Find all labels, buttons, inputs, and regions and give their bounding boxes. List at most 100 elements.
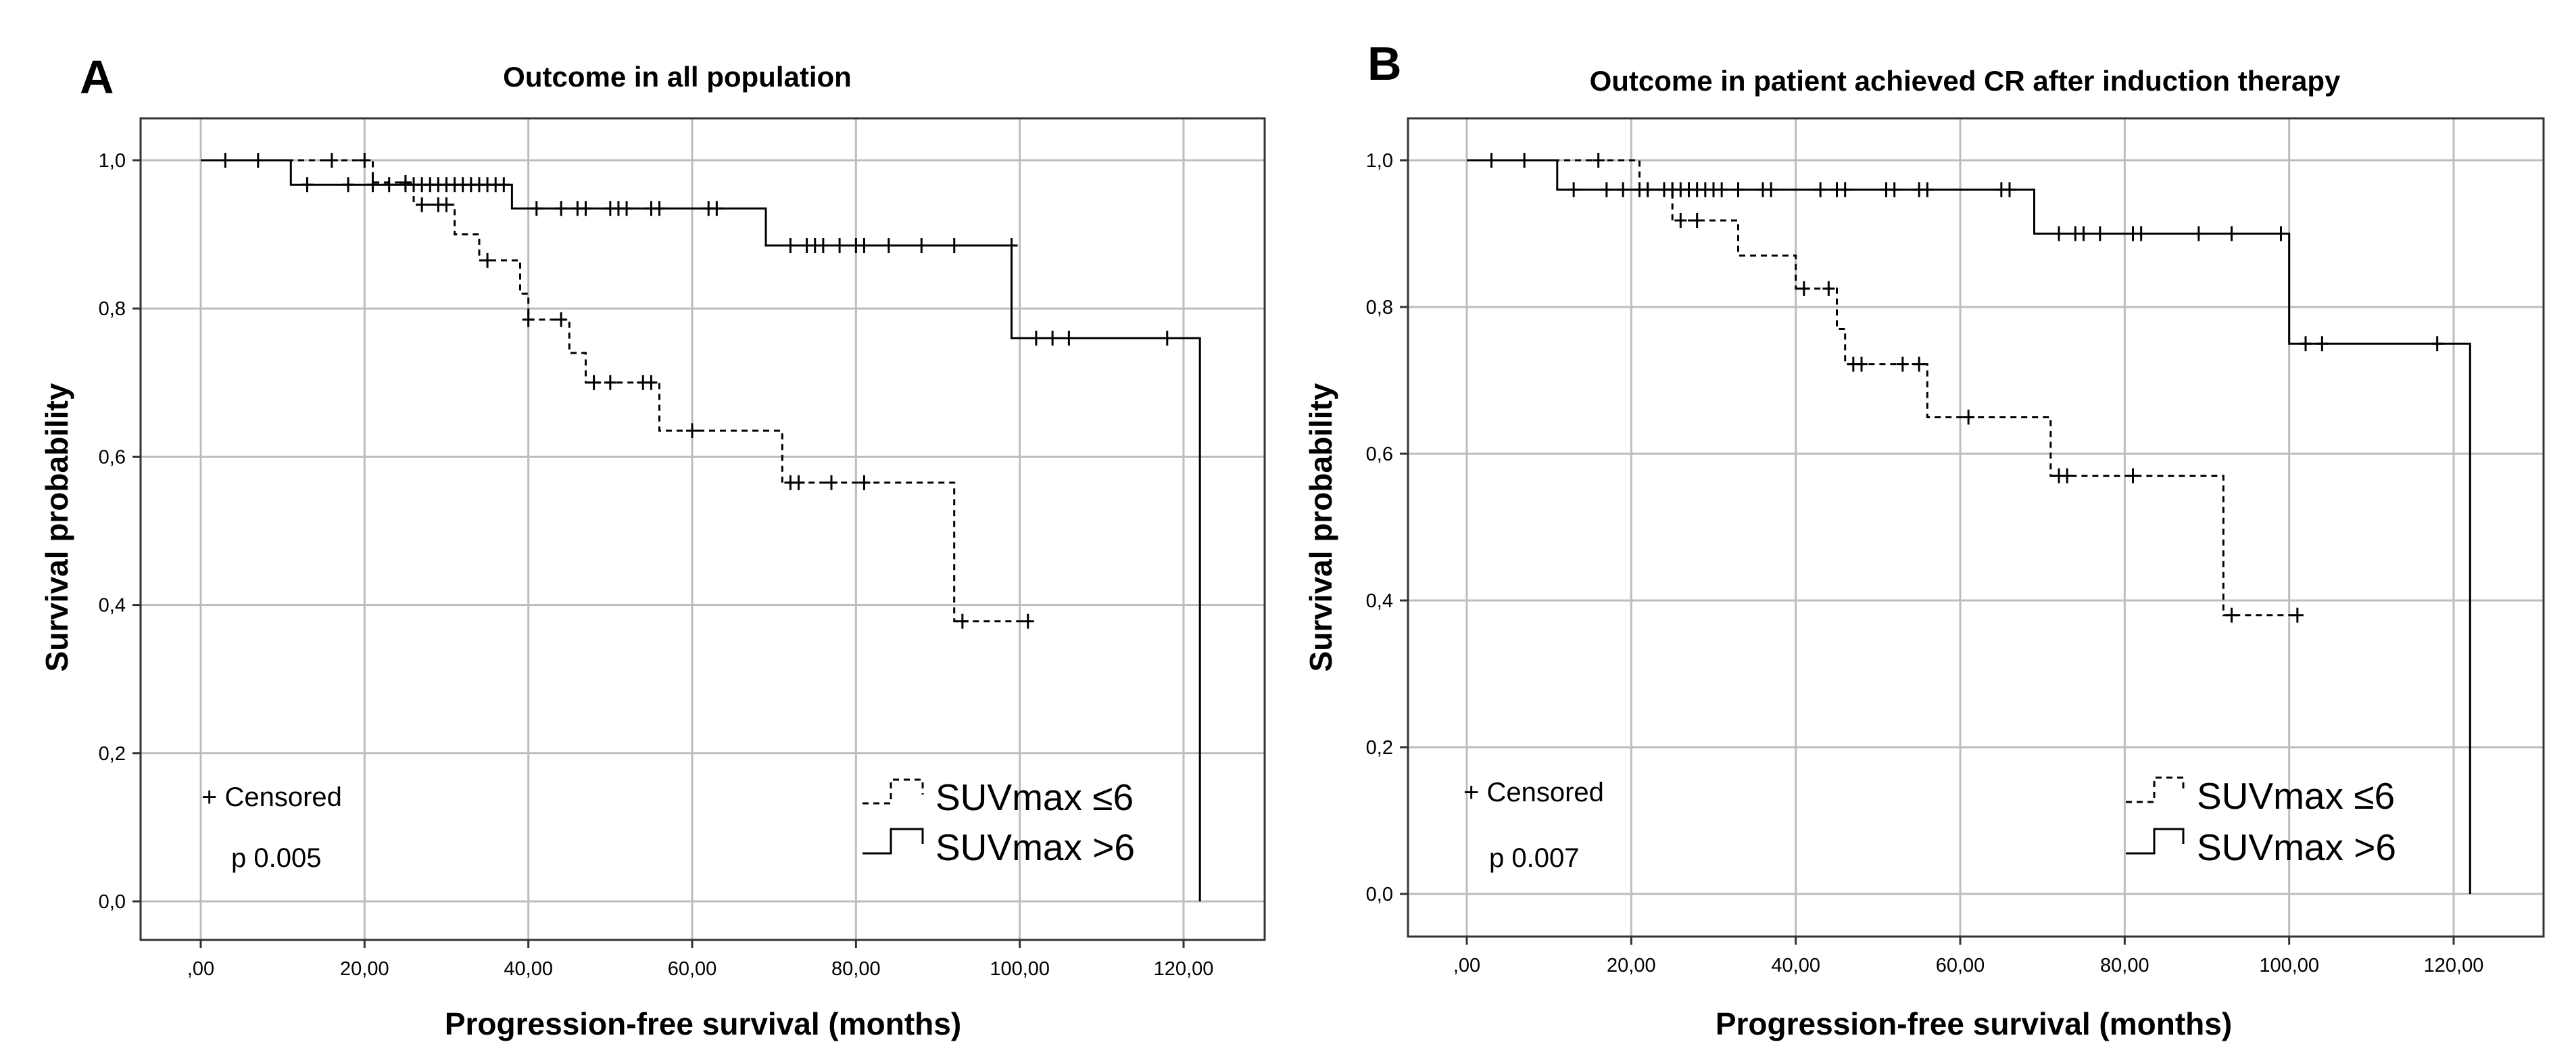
censor-mark: [325, 153, 338, 168]
chart-title: Outcome in patient achieved CR after ind…: [1590, 65, 2341, 97]
censor-mark: [2061, 468, 2074, 483]
x-tick-label: 80,00: [831, 958, 881, 980]
censor-mark: [653, 201, 666, 216]
x-tick-label: 20,00: [1607, 955, 1656, 976]
censor-mark: [1896, 356, 1909, 372]
km-curve-solid: [1467, 159, 2471, 894]
x-tick-label: 60,00: [1936, 955, 1985, 976]
km-chart-b: B Outcome in patient achieved CR after i…: [1303, 37, 2545, 1041]
km-panel-b: B Outcome in patient achieved CR after i…: [1288, 0, 2575, 1063]
censor-mark: [383, 177, 395, 193]
censor-mark: [1888, 182, 1901, 197]
legend-swatch-solid: [2126, 828, 2185, 855]
axis-ticks: ,00 20,00 40,00 60,00 80,00 100,00 120,00 0,0 0,…: [99, 150, 1214, 980]
legend-swatch-dashed: [862, 778, 924, 805]
censor-mark: [1005, 238, 1018, 254]
legend: SUVmax ≤6 SUVmax >6: [2126, 775, 2396, 868]
censor-mark: [1962, 409, 1975, 425]
censor-mark: [2275, 226, 2287, 241]
censor-mark: [481, 252, 494, 268]
censor-mark: [366, 177, 379, 193]
censor-mark: [1029, 331, 1042, 346]
x-tick-label: 40,00: [504, 958, 553, 980]
y-tick-label: 0,0: [99, 891, 126, 913]
x-tick-label: 100,00: [990, 958, 1050, 980]
censor-mark: [1797, 281, 1810, 296]
x-axis-title: Progression-free survival (months): [1716, 1006, 2232, 1041]
y-tick-label: 0,6: [99, 446, 126, 468]
censor-mark: [2225, 607, 2238, 623]
censor-mark: [2300, 336, 2312, 352]
x-tick-label: ,00: [1453, 955, 1480, 976]
km-panel-a: A Outcome in all population ,00 20,00 40,0…: [39, 51, 1266, 1041]
y-tick-label: 1,0: [1366, 150, 1393, 172]
legend: SUVmax ≤6 SUVmax >6: [862, 776, 1135, 868]
km-curve-dashed: [201, 159, 1028, 623]
y-tick-label: 0,4: [1366, 590, 1393, 612]
censor-mark: [358, 153, 371, 168]
p-value: p 0.007: [1489, 843, 1579, 873]
km-chart-a: A Outcome in all population ,00 20,00 40,0…: [39, 51, 1266, 1041]
censor-mark: [342, 177, 355, 193]
censor-mark: [1839, 182, 1851, 197]
censor-mark: [1913, 356, 1926, 372]
censor-mark: [915, 238, 928, 254]
censor-mark: [817, 238, 829, 254]
censor-mark: [1855, 356, 1868, 372]
censor-mark: [1617, 182, 1630, 197]
censor-mark: [416, 197, 429, 212]
censor-mark: [645, 375, 658, 390]
censor-mark: [792, 475, 805, 490]
legend-swatch-solid: [862, 828, 924, 855]
censor-mark: [1814, 182, 1827, 197]
censor-mark: [1732, 182, 1745, 197]
censor-mark: [2135, 226, 2147, 241]
x-tick-label: 40,00: [1771, 955, 1820, 976]
censor-mark: [1063, 331, 1075, 346]
censor-mark: [1021, 613, 1034, 629]
censor-mark: [440, 197, 453, 212]
censor-mark: [579, 201, 592, 216]
censor-mark: [251, 153, 264, 168]
y-tick-label: 0,4: [99, 595, 126, 617]
censor-mark: [858, 238, 871, 254]
censor-marks: [219, 153, 1173, 629]
x-tick-label: 100,00: [2259, 955, 2319, 976]
censor-mark: [621, 201, 633, 216]
censor-mark: [1822, 281, 1835, 296]
censor-mark: [301, 177, 314, 193]
censor-mark: [2316, 336, 2329, 352]
censor-mark: [1674, 212, 1687, 228]
censor-mark: [784, 238, 797, 254]
censored-note: + Censored: [1463, 778, 1604, 807]
axis-ticks: ,00 20,00 40,00 60,00 80,00 100,00 120,00 0,0 0,…: [1366, 150, 2484, 976]
censor-mark: [522, 312, 535, 327]
censor-mark: [1716, 182, 1728, 197]
censor-mark: [497, 177, 510, 193]
censor-mark: [833, 238, 846, 254]
censor-mark: [2291, 607, 2304, 623]
chart-title: Outcome in all population: [503, 61, 852, 93]
censor-mark: [1641, 182, 1654, 197]
censor-mark: [2077, 226, 2090, 241]
censor-mark: [1765, 182, 1778, 197]
censor-marks: [1485, 153, 2444, 623]
censor-mark: [1518, 153, 1531, 168]
censor-mark: [686, 423, 698, 439]
censor-mark: [2127, 468, 2139, 483]
x-tick-label: ,00: [187, 958, 214, 980]
censor-mark: [2431, 336, 2444, 352]
legend-label: SUVmax ≤6: [935, 776, 1134, 818]
y-tick-label: 1,0: [99, 150, 126, 172]
censor-mark: [1691, 212, 1703, 228]
censor-mark: [882, 238, 895, 254]
panel-label: B: [1367, 37, 1402, 90]
y-tick-label: 0,2: [99, 743, 126, 765]
censor-mark: [948, 238, 961, 254]
censor-mark: [2053, 226, 2065, 241]
y-tick-label: 0,0: [1366, 884, 1393, 905]
legend-label: SUVmax >6: [935, 826, 1135, 868]
y-tick-label: 0,6: [1366, 444, 1393, 465]
x-tick-label: 120,00: [2424, 955, 2484, 976]
plot-frame-bg: [1408, 118, 2544, 937]
